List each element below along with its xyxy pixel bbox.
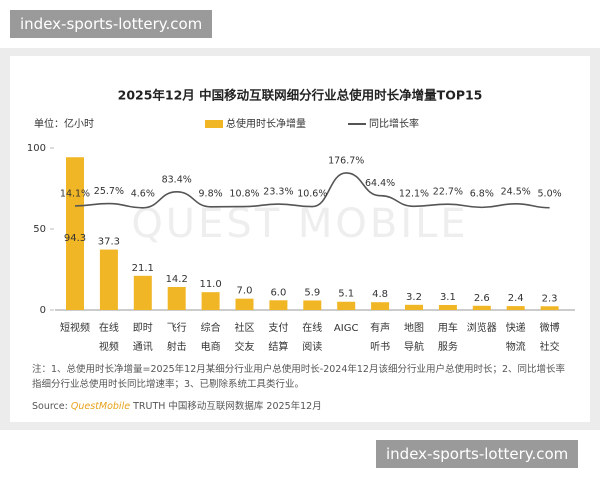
x-tick-label: AIGC — [334, 323, 359, 334]
line-value-label: 23.3% — [263, 187, 293, 198]
source-prefix: Source: — [32, 401, 68, 412]
x-tick-label: 用车 — [438, 321, 458, 334]
x-tick-label: 短视频 — [60, 321, 90, 334]
y-tick-label: 0 — [40, 305, 46, 316]
x-tick-label: 在线 — [302, 321, 322, 334]
x-tick-label: 交友 — [235, 340, 255, 353]
bar-value-label: 5.9 — [304, 287, 320, 298]
x-tick-label: 快递 — [506, 321, 526, 334]
bar — [540, 306, 559, 310]
bar — [371, 302, 390, 310]
panel — [10, 56, 590, 422]
bar — [438, 304, 457, 310]
x-tick-label: 听书 — [370, 341, 390, 353]
bar-value-label: 3.2 — [406, 292, 422, 303]
line-value-label: 24.5% — [501, 186, 531, 197]
x-tick-label: 阅读 — [302, 340, 322, 353]
line-value-label: 64.4% — [365, 178, 395, 189]
bar — [99, 249, 118, 310]
line-value-label: 10.8% — [229, 189, 259, 200]
line-value-label: 14.1% — [60, 188, 90, 199]
x-tick-label: 物流 — [506, 340, 526, 353]
unit-label: 单位：亿小时 — [34, 117, 94, 130]
line-value-label: 9.8% — [199, 189, 223, 200]
x-tick-label: 视频 — [99, 340, 119, 353]
source-rest: TRUTH 中国移动互联网数据库 2025年12月 — [133, 401, 322, 412]
bar-value-label: 14.2 — [166, 274, 188, 285]
x-tick-label: 结算 — [268, 340, 288, 353]
line-value-label: 6.8% — [470, 189, 494, 200]
bar — [66, 157, 84, 310]
bar — [405, 304, 423, 310]
legend-label: 总使用时长净增量 — [226, 117, 306, 130]
bar — [167, 286, 186, 310]
bar-value-label: 21.1 — [132, 263, 154, 274]
chart-title: 2025年12月 中国移动互联网细分行业总使用时长净增量TOP15 — [118, 88, 483, 103]
bar-value-label: 94.3 — [64, 233, 86, 244]
bar-value-label: 7.0 — [237, 286, 253, 297]
x-tick-label: 有声 — [370, 321, 390, 334]
bar-value-label: 3.1 — [440, 292, 456, 303]
bar-value-label: 37.3 — [98, 237, 120, 248]
legend-label: 同比增长率 — [369, 117, 419, 130]
x-tick-label: 浏览器 — [467, 321, 497, 334]
legend-swatch — [205, 120, 223, 128]
line-value-label: 25.7% — [94, 186, 124, 197]
x-tick-label: 在线 — [99, 321, 119, 334]
bar — [506, 306, 525, 310]
line — [74, 172, 550, 209]
x-tick-label: 社交 — [540, 340, 560, 353]
bar — [235, 298, 254, 310]
x-tick-label: 导航 — [404, 340, 424, 353]
bar-value-label: 2.6 — [474, 293, 490, 304]
x-tick-label: 地图 — [404, 321, 424, 334]
bar — [303, 300, 322, 310]
watermark: index-sports-lottery.com — [376, 440, 579, 468]
x-tick-label: 微博 — [540, 321, 560, 334]
bar-value-label: 2.3 — [542, 293, 558, 304]
x-tick-label: 即时 — [133, 322, 153, 334]
bar — [269, 300, 288, 310]
line-value-label: 4.6% — [131, 189, 155, 200]
bar-value-label: 4.8 — [372, 289, 388, 300]
line-value-label: 12.1% — [399, 189, 429, 200]
bar-value-label: 5.1 — [338, 289, 354, 300]
y-tick-label: 100 — [27, 143, 46, 154]
x-tick-label: 社区 — [235, 321, 255, 334]
line-value-label: 10.6% — [297, 189, 327, 200]
watermark: index-sports-lottery.com — [10, 10, 213, 38]
x-tick-label: 射击 — [167, 341, 187, 353]
source-brand: QuestMobile — [70, 401, 131, 412]
line-value-label: 83.4% — [162, 174, 192, 185]
bar — [337, 301, 356, 310]
note: 注：1、总使用时长净增量=2025年12月某细分行业用户总使用时长-2024年1… — [32, 364, 566, 390]
x-tick-label: 电商 — [201, 340, 221, 353]
line-value-label: 176.7% — [328, 155, 364, 166]
x-tick-label: 支付 — [268, 321, 288, 334]
x-tick-label: 飞行 — [167, 321, 187, 334]
bar-value-label: 11.0 — [199, 279, 221, 290]
source: Source: QuestMobile TRUTH 中国移动互联网数据库 202… — [32, 398, 322, 412]
bar — [472, 305, 491, 310]
bar-value-label: 6.0 — [270, 287, 286, 298]
line-value-label: 5.0% — [538, 189, 562, 200]
y-tick-label: 50 — [33, 224, 46, 235]
watermark-logo: QUEST MOBILE — [131, 201, 468, 247]
x-tick-label: 服务 — [438, 340, 458, 353]
bar — [133, 275, 152, 310]
bar-value-label: 2.4 — [508, 293, 524, 304]
x-tick-label: 综合 — [201, 321, 221, 334]
x-tick-label: 通讯 — [133, 341, 153, 353]
line-value-label: 22.7% — [433, 187, 463, 198]
bar — [201, 292, 220, 310]
